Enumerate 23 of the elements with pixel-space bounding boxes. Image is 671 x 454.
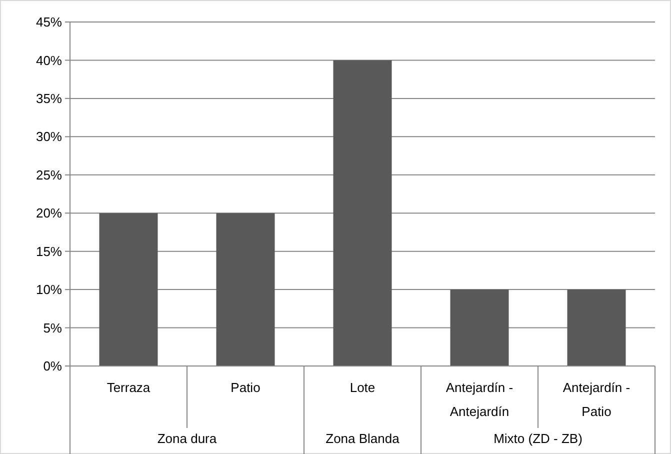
text: Zona Blanda	[326, 431, 400, 446]
x-tick-label: Antejardín - Patio	[562, 380, 630, 419]
y-tick-label: 15%	[36, 244, 62, 259]
y-tick-label: 10%	[36, 282, 62, 298]
y-tick-label: 40%	[36, 52, 62, 68]
text: Zona dura	[157, 431, 218, 446]
y-tick-label: 30%	[36, 129, 62, 144]
y-tick-label: 0%	[43, 358, 62, 374]
y-tick-label: 35%	[36, 90, 62, 106]
bar	[99, 213, 158, 366]
y-tick-label: 25%	[36, 167, 62, 182]
x-tick-label: Terraza	[106, 380, 151, 395]
y-tick-label: 45%	[36, 14, 62, 30]
bar	[333, 60, 392, 366]
y-tick-label: 20%	[36, 206, 62, 221]
text: Mixto (ZD - ZB)	[494, 431, 582, 446]
y-tick-label: 5%	[43, 320, 62, 336]
x-tick-label: Patio	[230, 380, 260, 395]
x-tick-label: Antejardín - Antejardín	[446, 380, 514, 419]
x-tick-label: Lote	[350, 380, 376, 395]
bar	[450, 290, 509, 366]
bar	[216, 213, 275, 366]
bar	[567, 290, 626, 366]
